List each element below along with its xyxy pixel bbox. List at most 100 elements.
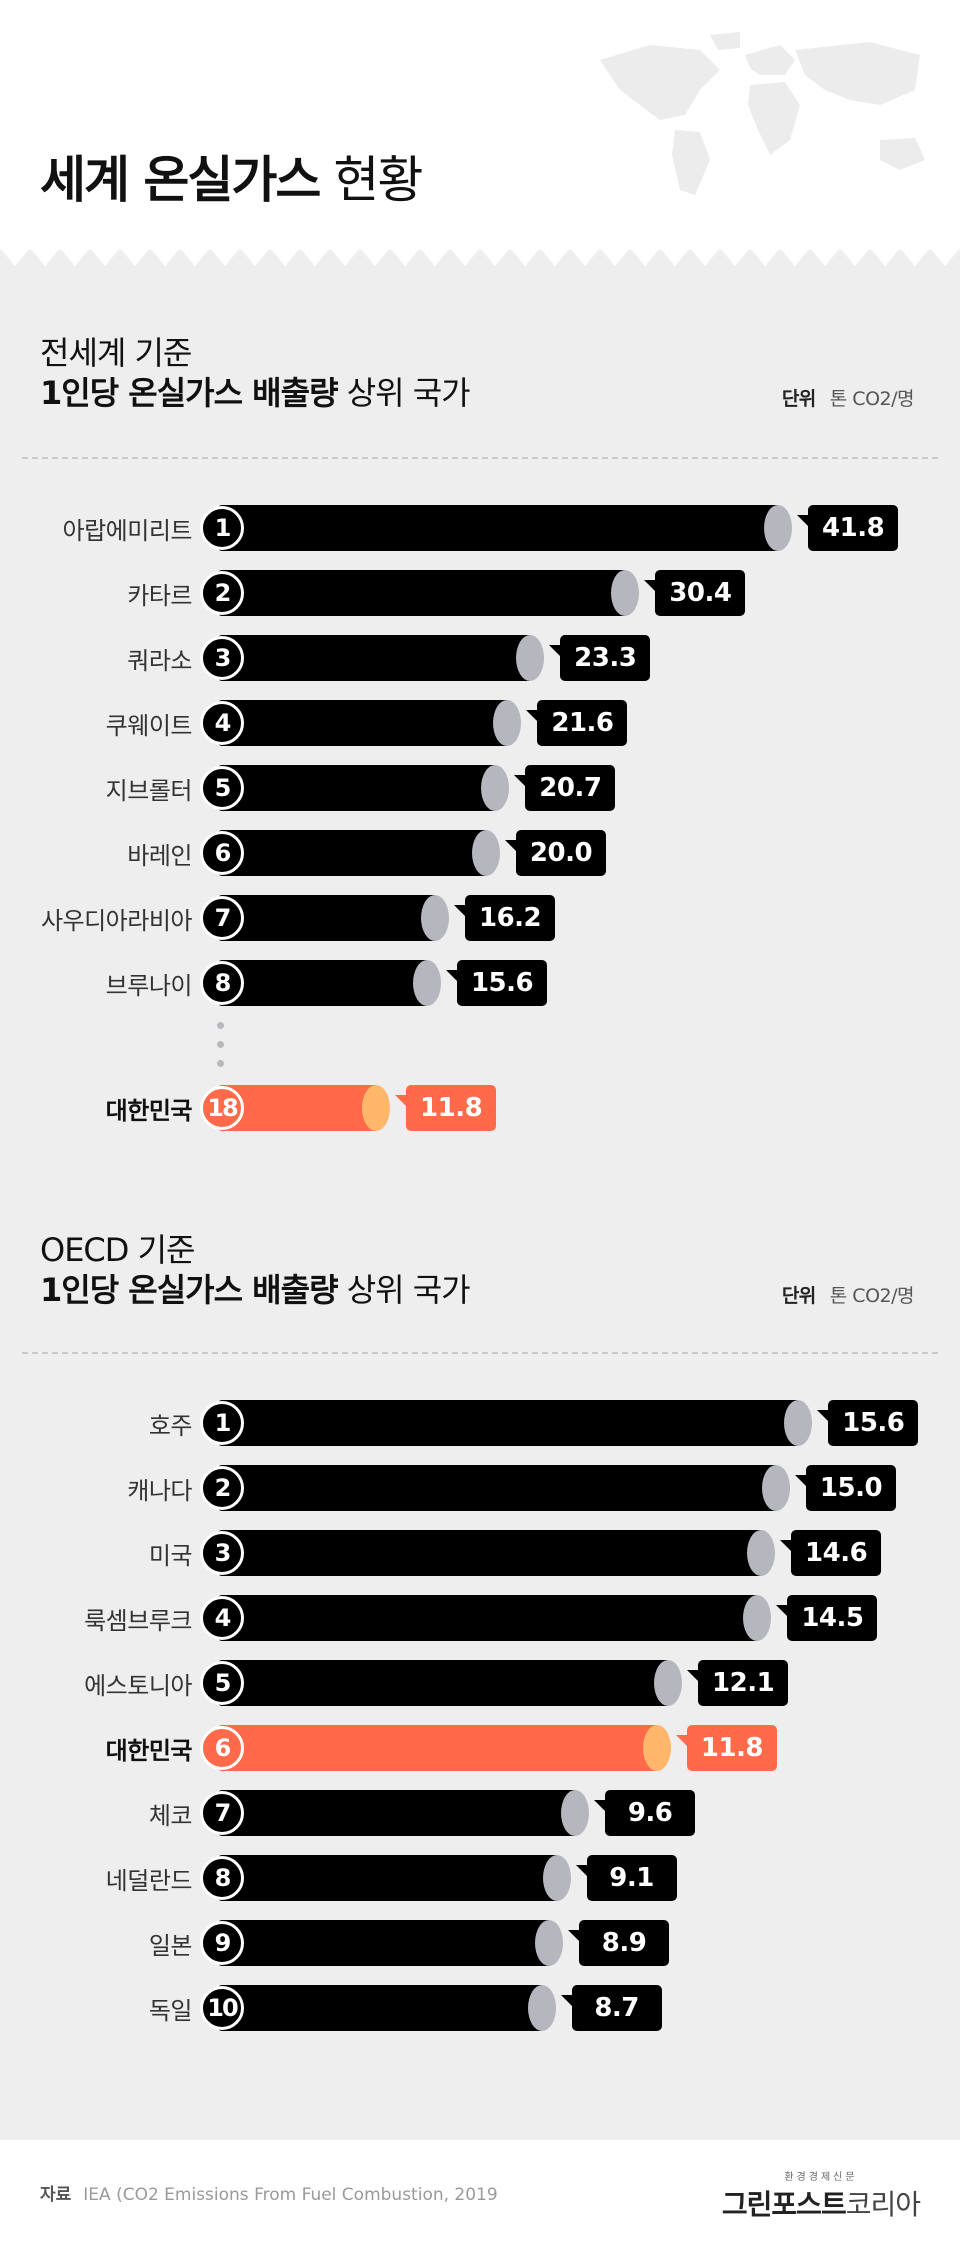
- bar-row: 바레인 6 20.0: [0, 828, 960, 878]
- rank-badge: 6: [200, 1726, 244, 1770]
- bar: [218, 635, 531, 681]
- value-label: 14.5: [776, 1595, 878, 1641]
- bar: [218, 505, 779, 551]
- rank-badge: 6: [200, 831, 244, 875]
- bar-cap: [764, 505, 793, 551]
- category-label: 에스토니아: [84, 1672, 192, 1700]
- ellipsis-dot: [217, 1060, 224, 1067]
- section-title: 1인당 온실가스 배출량 상위 국가: [40, 1265, 471, 1311]
- category-label: 호주: [148, 1412, 193, 1440]
- bar-cap: [542, 1855, 571, 1901]
- bar-cap: [362, 1085, 391, 1131]
- bar-row: 지브롤터 5 20.7: [0, 763, 960, 813]
- rank-badge: 1: [200, 506, 244, 550]
- section-title-bold: 1인당 온실가스 배출량: [40, 374, 339, 412]
- bar-row: 카타르 2 30.4: [0, 568, 960, 618]
- value-label: 20.7: [514, 765, 616, 811]
- category-label: 브루나이: [105, 972, 193, 1000]
- value-label: 30.4: [644, 570, 746, 616]
- category-label: 지브롤터: [105, 777, 193, 805]
- bar-row: 독일 10 8.7: [0, 1983, 960, 2033]
- rank-badge: 3: [200, 636, 244, 680]
- rank-badge: 5: [200, 1661, 244, 1705]
- category-label: 체코: [148, 1802, 193, 1830]
- dashed-divider: [22, 1352, 938, 1354]
- footer: 자료 IEA (CO2 Emissions From Fuel Combustio…: [0, 2140, 960, 2247]
- bar: [218, 700, 508, 746]
- rank-badge: 9: [200, 1921, 244, 1965]
- bar-cap: [516, 635, 545, 681]
- bar-cap: [413, 960, 442, 1006]
- bar: [218, 1595, 758, 1641]
- title-light: 현황: [333, 151, 423, 209]
- section-subtitle: OECD 기준: [40, 1231, 195, 1269]
- bar-cap: [784, 1400, 813, 1446]
- source-label: 자료: [40, 2185, 72, 2205]
- category-label: 쿠웨이트: [105, 712, 193, 740]
- bar-cap: [654, 1660, 683, 1706]
- bar-cap: [472, 830, 500, 876]
- category-label: 카타르: [127, 582, 192, 610]
- rank-badge: 2: [200, 1466, 244, 1510]
- ellipsis-dots: [217, 1022, 225, 1079]
- bar: [218, 1855, 557, 1901]
- category-label: 독일: [148, 1997, 193, 2025]
- bar: [218, 1400, 799, 1446]
- bar-row: 쿼라소 3 23.3: [0, 633, 960, 683]
- rank-badge: 3: [200, 1531, 244, 1575]
- unit-label: 단위 톤 CO2/명: [782, 384, 915, 411]
- rank-badge: 18: [200, 1086, 244, 1130]
- value-label: 11.8: [675, 1725, 777, 1771]
- section-title-light: 상위 국가: [346, 374, 471, 412]
- section-title: 1인당 온실가스 배출량 상위 국가: [40, 368, 471, 414]
- rank-badge: 5: [200, 766, 244, 810]
- bar: [218, 570, 626, 616]
- rank-badge: 8: [200, 1856, 244, 1900]
- bar-cap: [493, 700, 522, 746]
- brand-name: 그린포스트코리아: [721, 2183, 921, 2223]
- value-label: 8.9: [568, 1920, 670, 1966]
- bar-cap: [642, 1725, 671, 1771]
- category-label: 룩셈브루크: [84, 1607, 192, 1635]
- value-label: 23.3: [549, 635, 651, 681]
- category-label: 네덜란드: [105, 1867, 193, 1895]
- bar-row: 대한민국 18 11.8: [0, 1083, 960, 1133]
- bar-row: 네덜란드 8 9.1: [0, 1853, 960, 1903]
- bar: [218, 765, 496, 811]
- category-label: 바레인: [127, 842, 192, 870]
- bar-row: 브루나이 8 15.6: [0, 958, 960, 1008]
- section-title-bold: 1인당 온실가스 배출량: [40, 1271, 339, 1309]
- section-title-light: 상위 국가: [346, 1271, 471, 1309]
- bar: [218, 1920, 550, 1966]
- bar-cap: [535, 1920, 564, 1966]
- bar: [218, 1085, 377, 1131]
- ellipsis-dot: [217, 1022, 224, 1029]
- category-label: 사우디아라비아: [40, 907, 193, 935]
- bar: [218, 1725, 657, 1771]
- value-label: 41.8: [797, 505, 899, 551]
- bar-row: 캐나다 2 15.0: [0, 1463, 960, 1513]
- ellipsis-dot: [217, 1041, 224, 1048]
- value-label: 9.1: [575, 1855, 677, 1901]
- bar-row: 사우디아라비아 7 16.2: [0, 893, 960, 943]
- rank-badge: 4: [200, 1596, 244, 1640]
- unit-label-value: 톤 CO2/명: [829, 388, 915, 410]
- value-label: 11.8: [395, 1085, 497, 1131]
- bar-row: 일본 9 8.9: [0, 1918, 960, 1968]
- source-text: IEA (CO2 Emissions From Fuel Combustion,…: [83, 2185, 498, 2205]
- bar-row: 룩셈브루크 4 14.5: [0, 1593, 960, 1643]
- brand-name-bold: 그린포스트: [721, 2188, 847, 2221]
- source-note: 자료 IEA (CO2 Emissions From Fuel Combustio…: [40, 2180, 498, 2205]
- brand-logo: 환경경제신문 그린포스트코리아: [721, 2168, 921, 2223]
- bar-row: 쿠웨이트 4 21.6: [0, 698, 960, 748]
- value-label: 8.7: [560, 1985, 662, 2031]
- bar-cap: [743, 1595, 772, 1641]
- bar-cap: [561, 1790, 590, 1836]
- bar-cap: [481, 765, 510, 811]
- bar-cap: [747, 1530, 776, 1576]
- page-title: 세계 온실가스 현황: [40, 140, 423, 212]
- dashed-divider: [22, 457, 938, 459]
- rank-badge: 8: [200, 961, 244, 1005]
- rank-badge: 10: [200, 1986, 244, 2030]
- rank-badge: 2: [200, 571, 244, 615]
